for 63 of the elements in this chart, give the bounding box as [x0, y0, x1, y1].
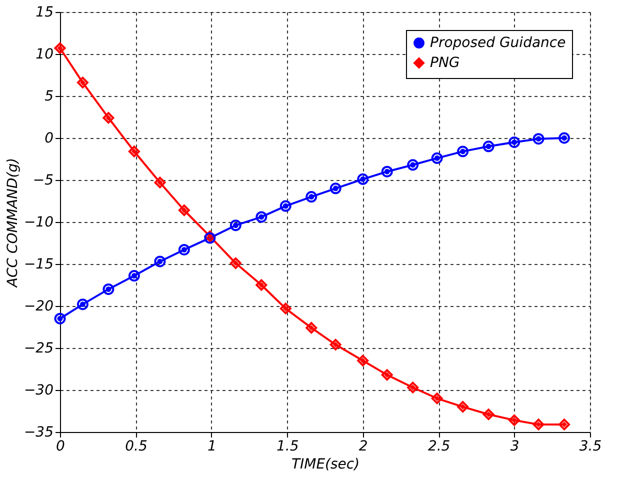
point — [178, 244, 190, 256]
point — [102, 112, 114, 124]
point — [128, 146, 140, 158]
y-tick-label: −20 — [24, 298, 54, 314]
point — [457, 146, 469, 158]
point — [102, 283, 114, 295]
point — [154, 176, 166, 188]
point — [457, 401, 469, 413]
point — [532, 418, 544, 430]
point — [330, 338, 342, 350]
y-tick-label: −30 — [24, 382, 54, 398]
point — [54, 42, 66, 54]
point — [306, 191, 318, 203]
y-tick-label: −10 — [24, 214, 54, 230]
point — [256, 211, 268, 223]
point — [482, 140, 494, 152]
point — [230, 220, 242, 232]
point — [558, 132, 570, 144]
y-tick-label: 15 — [36, 4, 54, 20]
point — [230, 257, 242, 269]
point — [357, 173, 369, 185]
x-tick-label: 2.5 — [428, 438, 450, 454]
y-tick-label: 10 — [36, 46, 54, 62]
point — [280, 302, 292, 314]
point — [330, 182, 342, 194]
point — [280, 200, 292, 212]
point — [407, 382, 419, 394]
x-tick-label: 3 — [510, 438, 520, 454]
point — [381, 369, 393, 381]
point — [76, 76, 88, 88]
point — [558, 418, 570, 430]
x-tick-label: 0.5 — [125, 438, 148, 454]
point — [54, 312, 66, 324]
point — [154, 256, 166, 268]
point — [508, 414, 520, 426]
y-tick-label: −5 — [32, 172, 54, 188]
point — [431, 392, 443, 404]
y-tick-label: 5 — [44, 88, 54, 104]
legend-label: PNG — [430, 55, 460, 71]
point — [532, 133, 544, 145]
x-tick-label: 1 — [207, 438, 216, 454]
point — [357, 354, 369, 366]
point — [178, 204, 190, 216]
point — [407, 159, 419, 171]
point — [431, 152, 443, 164]
point — [306, 322, 318, 334]
x-tick-label: 2 — [358, 438, 368, 454]
y-tick-label: −25 — [24, 340, 54, 356]
legend-label: Proposed Guidance — [430, 35, 566, 51]
y-tick-label: −35 — [24, 424, 54, 440]
x-tick-label: 0 — [56, 438, 66, 454]
x-tick-label: 1.5 — [276, 438, 299, 454]
point — [381, 166, 393, 178]
y-tick-label: −15 — [24, 256, 54, 272]
x-tick-label: 3.5 — [579, 438, 602, 454]
y-tick-label: 0 — [44, 130, 54, 146]
point — [482, 408, 494, 420]
point — [508, 136, 520, 148]
y-axis-title: ACC COMMAND(g) — [4, 158, 21, 288]
point — [76, 298, 88, 310]
x-axis-title: TIME(sec) — [291, 456, 360, 472]
point — [128, 270, 140, 282]
point — [256, 279, 268, 291]
